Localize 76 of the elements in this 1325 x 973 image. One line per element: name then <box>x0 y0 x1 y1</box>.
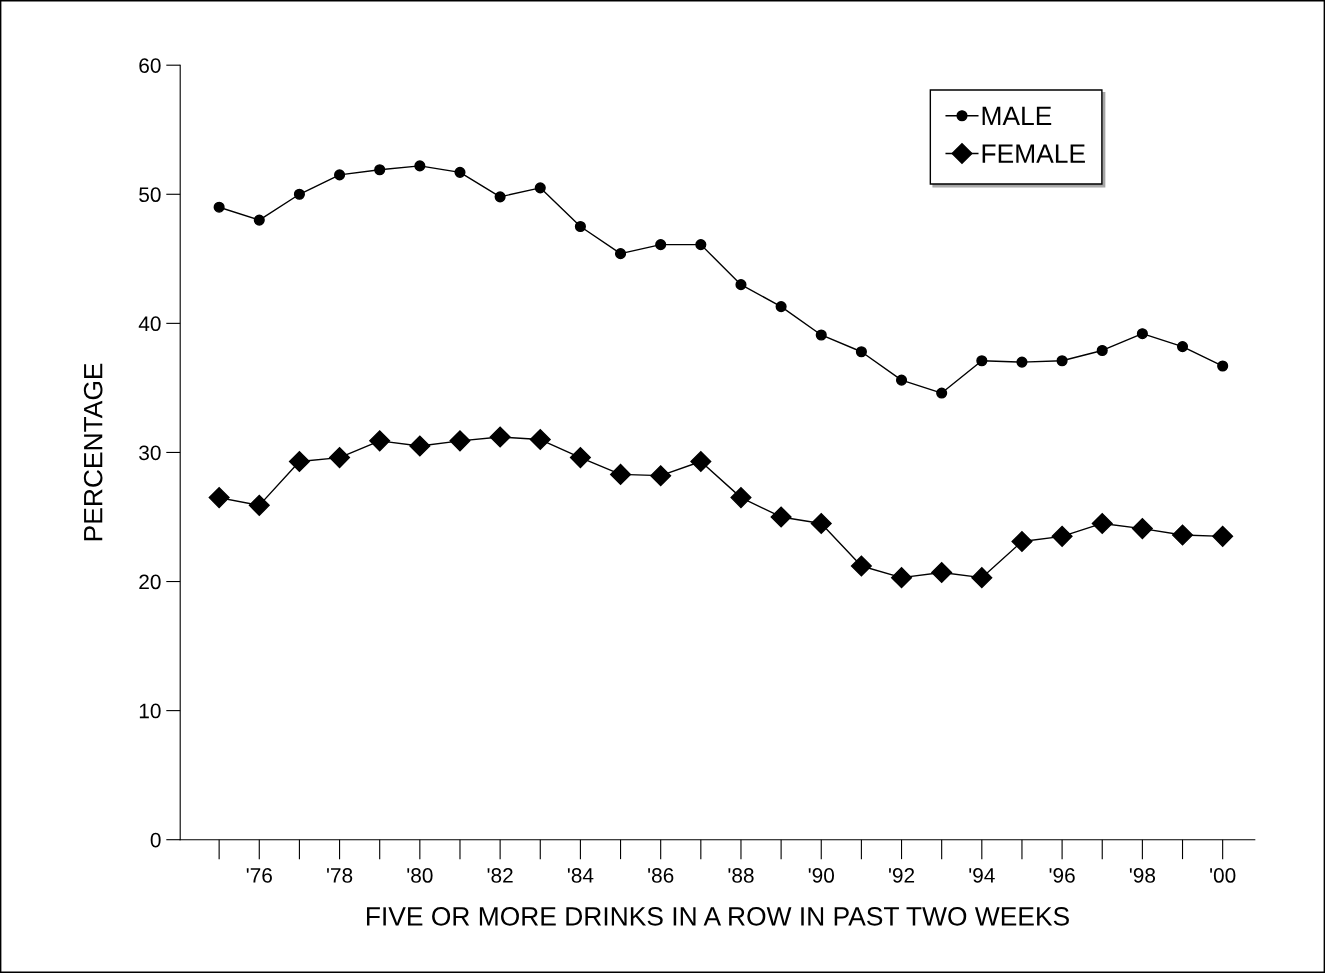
point <box>1051 525 1073 547</box>
x-tick-label: '98 <box>1129 868 1156 883</box>
point <box>1016 356 1028 368</box>
point <box>971 567 993 589</box>
point <box>293 188 305 200</box>
y-tick-label: 0 <box>150 832 161 848</box>
point <box>1212 525 1234 547</box>
point <box>489 426 511 448</box>
x-tick-label: '84 <box>567 868 594 883</box>
point <box>248 494 270 516</box>
point <box>730 487 752 509</box>
y-tick-label: 40 <box>138 316 161 332</box>
point <box>369 430 391 452</box>
x-tick-label: '88 <box>728 868 754 883</box>
point <box>1011 530 1033 553</box>
x-tick-label: '92 <box>889 868 915 883</box>
point <box>1176 341 1189 353</box>
x-tick-label: '00 <box>1210 868 1236 883</box>
point <box>1056 355 1068 367</box>
point <box>1096 344 1108 357</box>
point <box>1136 328 1148 340</box>
point <box>931 561 953 584</box>
point <box>409 435 431 457</box>
point <box>334 169 346 181</box>
point <box>810 512 832 534</box>
x-axis-title: FIVE OR MORE DRINKS IN A ROW IN PAST TWO WEEKS <box>366 907 1069 926</box>
legend-label: MALE <box>982 106 1052 125</box>
point <box>775 301 787 313</box>
point <box>1131 518 1153 540</box>
x-tick-label: '96 <box>1049 868 1075 883</box>
point <box>494 191 506 203</box>
point <box>655 239 667 251</box>
point <box>329 447 351 469</box>
y-axis-title: PERCENTAGE <box>83 363 103 541</box>
point <box>690 450 712 472</box>
point <box>529 429 551 451</box>
legend-label: FEMALE <box>982 144 1085 163</box>
y-tick-label: 60 <box>139 58 161 73</box>
point <box>1217 360 1229 372</box>
point <box>855 346 867 358</box>
x-tick-label: '86 <box>648 868 674 883</box>
point <box>815 329 827 341</box>
point <box>374 164 386 176</box>
point <box>574 220 586 233</box>
point <box>650 465 672 487</box>
x-tick-label: '76 <box>246 868 272 883</box>
x-tick-label: '90 <box>808 868 835 883</box>
point <box>695 239 707 251</box>
point <box>936 387 948 399</box>
y-tick-label: 10 <box>139 703 161 719</box>
x-tick-label: '78 <box>327 868 353 883</box>
point <box>288 450 310 472</box>
point <box>569 447 591 469</box>
point <box>1172 524 1194 546</box>
y-tick-label: 30 <box>139 445 161 461</box>
point <box>850 555 872 577</box>
point <box>454 166 466 178</box>
point <box>891 567 913 589</box>
point <box>1091 512 1113 534</box>
point <box>534 182 546 194</box>
point <box>610 463 632 485</box>
point <box>414 160 426 172</box>
x-tick-label: '80 <box>407 868 433 883</box>
y-tick-label: 50 <box>139 187 161 203</box>
point <box>449 430 471 452</box>
point <box>895 374 908 386</box>
point <box>770 506 792 528</box>
x-tick-label: '94 <box>969 868 995 883</box>
x-tick-label: '82 <box>487 868 513 883</box>
point <box>614 248 627 260</box>
point <box>735 279 747 291</box>
point <box>253 214 265 226</box>
y-tick-label: 20 <box>139 574 161 590</box>
point <box>976 355 988 367</box>
point <box>208 487 230 509</box>
point <box>213 201 225 213</box>
